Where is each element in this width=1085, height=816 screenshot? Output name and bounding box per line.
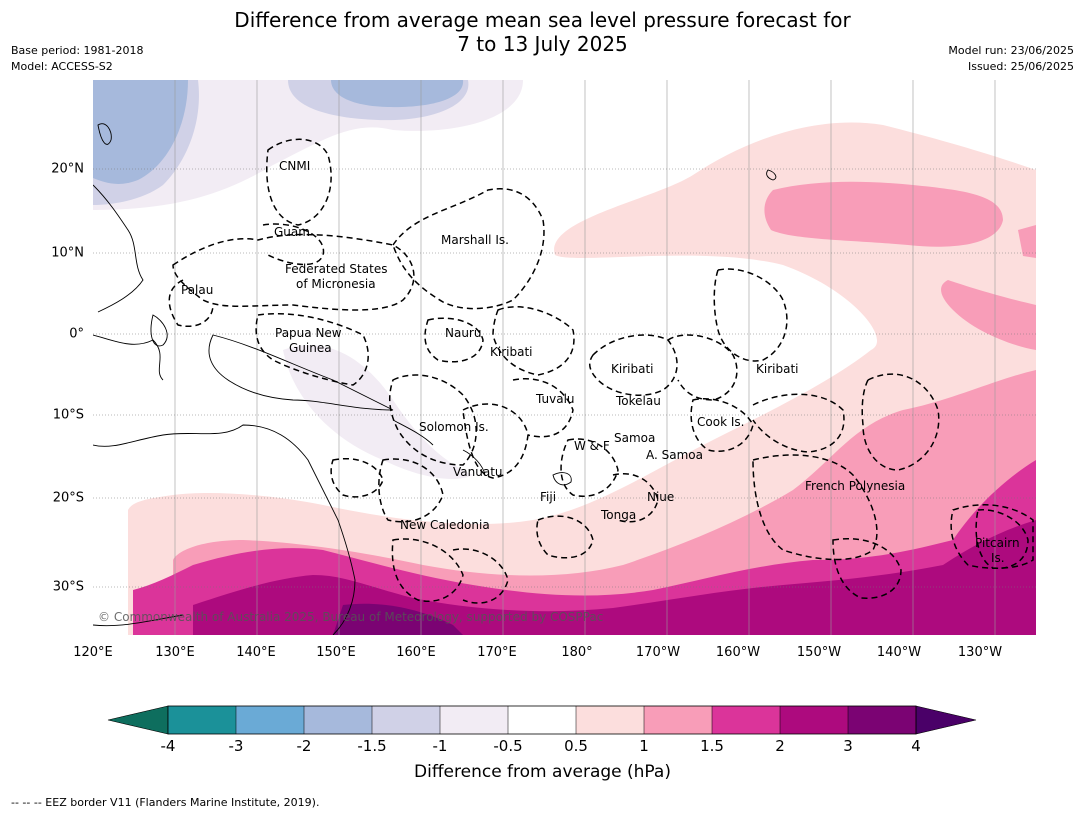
issued-text: Issued: 25/06/2025 bbox=[967, 60, 1074, 73]
label-marshall: Marshall Is. bbox=[441, 233, 509, 247]
label-samoa: Samoa bbox=[614, 431, 655, 445]
lon-tick: 150°E bbox=[316, 645, 356, 660]
label-kiribati-east: Kiribati bbox=[756, 362, 798, 376]
lon-tick: 170°E bbox=[477, 645, 517, 660]
anomaly-region-plus-1d bbox=[1018, 225, 1036, 258]
colorbar-tick: 4 bbox=[911, 737, 921, 755]
label-wallis-futuna: W & F bbox=[574, 439, 610, 453]
label-fsm-1: Federated States bbox=[285, 262, 387, 276]
eez-footnote: -- -- -- EEZ border V11 (Flanders Marine… bbox=[11, 796, 320, 809]
map-title-line1: Difference from average mean sea level p… bbox=[234, 8, 851, 32]
anomaly-region-plus-1c bbox=[941, 280, 1036, 350]
label-niue: Niue bbox=[647, 490, 674, 504]
anomaly-region-minus-15b bbox=[331, 80, 464, 108]
label-cook-islands: Cook Is. bbox=[697, 415, 744, 429]
label-new-caledonia: New Caledonia bbox=[400, 518, 490, 532]
colorbar-tick: -1.5 bbox=[357, 737, 387, 755]
region-labels: CNMI Guam Marshall Is. Federated States … bbox=[181, 159, 1020, 565]
label-pitcairn-2: Is. bbox=[991, 551, 1005, 565]
label-fiji: Fiji bbox=[540, 490, 556, 504]
colorbar-swatch bbox=[508, 706, 576, 734]
lon-tick: 150°W bbox=[796, 645, 842, 660]
label-pitcairn-1: Pitcairn bbox=[975, 536, 1020, 550]
lon-tick: 130°E bbox=[155, 645, 195, 660]
lat-tick: 0° bbox=[69, 326, 84, 342]
label-tokelau: Tokelau bbox=[615, 394, 661, 408]
label-kiribati-central: Kiribati bbox=[611, 362, 653, 376]
lat-tick: 10°N bbox=[51, 245, 84, 261]
base-period-text: Base period: 1981-2018 bbox=[11, 44, 144, 57]
coastlines bbox=[93, 123, 777, 635]
model-run-text: Model run: 23/06/2025 bbox=[948, 44, 1074, 57]
colorbar-frame bbox=[167, 705, 917, 735]
map-title-line2: 7 to 13 July 2025 bbox=[457, 32, 628, 56]
lat-tick: 30°S bbox=[52, 579, 84, 595]
lon-tick: 120°E bbox=[73, 645, 113, 660]
lon-tick: 180° bbox=[561, 645, 593, 660]
colorbar bbox=[107, 705, 977, 735]
label-vanuatu: Vanuatu bbox=[453, 465, 503, 479]
label-french-polynesia: French Polynesia bbox=[805, 479, 905, 493]
label-american-samoa: A. Samoa bbox=[646, 448, 703, 462]
colorbar-swatch bbox=[168, 706, 236, 734]
model-text: Model: ACCESS-S2 bbox=[11, 60, 113, 73]
colorbar-tick: -4 bbox=[160, 737, 176, 755]
lon-tick: 160°E bbox=[396, 645, 436, 660]
lat-tick: 20°N bbox=[51, 161, 84, 177]
colorbar-label: Difference from average (hPa) bbox=[414, 762, 671, 782]
label-png-2: Guinea bbox=[289, 341, 332, 355]
label-tonga: Tonga bbox=[600, 508, 636, 522]
anomaly-region-plus-3 bbox=[333, 603, 463, 635]
colorbar-tick: 1.5 bbox=[700, 737, 724, 755]
lat-tick: 20°S bbox=[52, 490, 84, 506]
anomaly-region-plus-1b bbox=[764, 181, 1003, 247]
anomaly-region-minus-05-coral bbox=[283, 345, 473, 480]
label-png-1: Papua New bbox=[275, 326, 342, 340]
colorbar-tick: 0.5 bbox=[564, 737, 588, 755]
pressure-anomaly-map: CNMI Guam Marshall Is. Federated States … bbox=[93, 80, 1036, 635]
copyright-text: © Commonwealth of Australia 2025, Bureau… bbox=[98, 610, 603, 624]
lon-tick: 170°W bbox=[635, 645, 681, 660]
label-cnmi: CNMI bbox=[279, 159, 310, 173]
label-kiribati-west: Kiribati bbox=[490, 345, 532, 359]
colorbar-swatch bbox=[848, 706, 916, 734]
colorbar-cap-low bbox=[107, 705, 169, 735]
label-palau: Palau bbox=[181, 283, 213, 297]
colorbar-tick: 2 bbox=[775, 737, 785, 755]
colorbar-swatch bbox=[644, 706, 712, 734]
colorbar-swatch bbox=[712, 706, 780, 734]
colorbar-swatch bbox=[780, 706, 848, 734]
lon-tick: 140°E bbox=[236, 645, 276, 660]
colorbar-swatch bbox=[440, 706, 508, 734]
anomaly-region-minus-15 bbox=[93, 80, 188, 184]
anomaly-region-plus-2 bbox=[193, 520, 1036, 635]
colorbar-tick: -0.5 bbox=[493, 737, 523, 755]
lon-tick: 160°W bbox=[715, 645, 761, 660]
colorbar-tick: 1 bbox=[639, 737, 649, 755]
colorbar-tick: -3 bbox=[228, 737, 244, 755]
colorbar-swatch bbox=[304, 706, 372, 734]
colorbar-swatch bbox=[236, 706, 304, 734]
colorbar-tick: 3 bbox=[843, 737, 853, 755]
lon-tick: 130°W bbox=[957, 645, 1003, 660]
label-fsm-2: of Micronesia bbox=[296, 277, 376, 291]
latitude-lines bbox=[93, 168, 1036, 588]
label-nauru: Nauru bbox=[445, 326, 481, 340]
lon-tick: 140°W bbox=[876, 645, 922, 660]
colorbar-swatch bbox=[576, 706, 644, 734]
colorbar-tick: -1 bbox=[432, 737, 448, 755]
colorbar-tick: -2 bbox=[296, 737, 312, 755]
label-solomon: Solomon Is. bbox=[419, 420, 489, 434]
colorbar-dividers bbox=[235, 706, 849, 734]
colorbar-swatch bbox=[372, 706, 440, 734]
label-guam: Guam bbox=[274, 225, 310, 239]
colorbar-cap-high bbox=[915, 705, 977, 735]
eez-borders bbox=[168, 138, 1034, 604]
lat-tick: 10°S bbox=[52, 407, 84, 423]
label-tuvalu: Tuvalu bbox=[535, 392, 575, 406]
graticule bbox=[174, 80, 996, 635]
